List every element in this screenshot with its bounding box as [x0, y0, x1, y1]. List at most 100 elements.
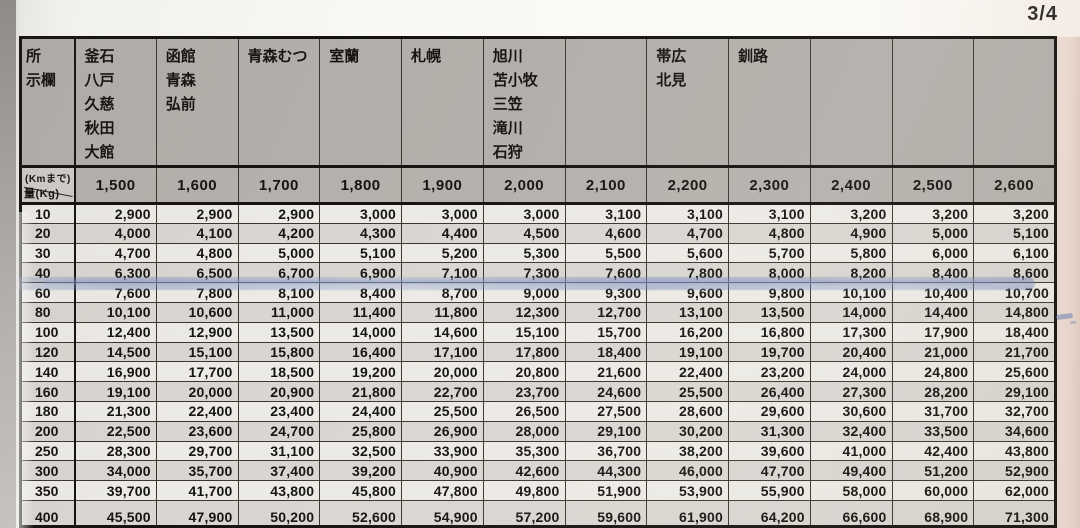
distance-header-cell: 1,500 [74, 166, 157, 205]
rate-cell: 13,500 [728, 301, 811, 323]
rate-cell: 23,600 [155, 420, 239, 442]
rate-cell: 4,700 [74, 242, 157, 264]
rate-cell: 8,600 [973, 262, 1056, 284]
rate-cell: 9,300 [564, 282, 648, 303]
rate-row-100kg: 100 12,400 12,900 13,500 14,000 14,600 15,100 1… [20, 321, 1056, 343]
rate-cell: 19,100 [646, 341, 729, 363]
rate-cell: 30,200 [646, 420, 729, 442]
rate-row-300kg: 300 34,000 35,700 37,400 39,200 40,900 42,600 4… [20, 460, 1056, 482]
rate-cell: 35,300 [482, 440, 566, 462]
rate-cell: 68,900 [891, 499, 975, 527]
rate-row-40kg: 40 6,300 6,500 6,700 6,900 7,100 7,300 7,600 7,8… [20, 262, 1056, 284]
weight-cell: 80 [20, 301, 76, 323]
rate-cell: 14,500 [74, 341, 157, 363]
rate-cell: 31,300 [728, 420, 811, 442]
rate-row-80kg: 80 10,100 10,600 11,000 11,400 11,800 12,300 12… [20, 301, 1056, 323]
rate-cell: 54,900 [401, 499, 484, 527]
rate-cell: 20,000 [401, 361, 484, 383]
rate-cell: 21,000 [891, 341, 975, 363]
rate-cell: 41,000 [809, 440, 893, 462]
rate-cell: 47,800 [401, 480, 484, 501]
rate-cell: 24,600 [564, 381, 648, 402]
rate-cell: 7,600 [74, 282, 157, 303]
city-header-cell: 青森むつ [237, 37, 321, 168]
distance-header-cell: 2,400 [809, 166, 893, 205]
weight-unit-label: 量(Kg) [24, 188, 60, 200]
rate-cell: 5,800 [809, 242, 893, 264]
city-header-cell: 室蘭 [319, 37, 402, 168]
distance-header-cell: 2,100 [564, 166, 648, 205]
rate-cell: 32,400 [809, 420, 893, 442]
rate-cell: 4,300 [319, 222, 402, 244]
rate-cell: 14,000 [319, 321, 402, 343]
rate-cell: 8,400 [319, 282, 402, 303]
rate-cell: 62,000 [973, 480, 1056, 501]
rate-cell: 44,300 [564, 460, 648, 482]
rate-cell: 15,700 [564, 321, 648, 343]
rate-cell: 22,400 [155, 400, 239, 422]
rate-cell: 7,800 [646, 262, 729, 284]
rate-cell: 9,000 [482, 282, 566, 303]
rate-cell: 13,500 [237, 321, 321, 343]
rate-cell: 3,000 [319, 203, 402, 224]
rate-cell: 8,100 [237, 282, 321, 303]
rate-cell: 16,200 [646, 321, 729, 343]
rate-cell: 23,400 [237, 400, 321, 422]
rate-cell: 4,900 [809, 222, 893, 244]
rate-cell: 12,400 [74, 321, 157, 343]
rate-cell: 20,900 [237, 381, 321, 402]
rate-cell: 14,600 [401, 321, 484, 343]
rate-cell: 3,200 [809, 203, 893, 224]
rate-cell: 11,000 [237, 301, 321, 323]
rate-cell: 60,000 [891, 480, 975, 501]
rate-table-body: 10 2,900 2,900 2,900 3,000 3,000 3,000 3,100 3,1… [20, 203, 1056, 527]
rate-cell: 4,500 [482, 222, 566, 244]
rate-cell: 31,700 [891, 400, 975, 422]
rate-cell: 40,900 [401, 460, 484, 482]
rate-row-30kg: 30 4,700 4,800 5,000 5,100 5,200 5,300 5,500 5,6… [20, 242, 1056, 264]
city-header-cell: 札幌 [401, 37, 484, 168]
city-header-cell [973, 37, 1056, 168]
rate-cell: 59,600 [564, 499, 648, 527]
rate-cell: 31,100 [237, 440, 321, 462]
rate-cell: 52,600 [319, 499, 402, 527]
rate-cell: 17,100 [401, 341, 484, 363]
rate-cell: 23,700 [482, 381, 566, 402]
rate-cell: 10,400 [891, 282, 975, 303]
rate-cell: 19,100 [74, 381, 157, 402]
highlighter-smudge-dot [1070, 321, 1076, 324]
rate-cell: 20,400 [809, 341, 893, 363]
rate-cell: 25,500 [401, 400, 484, 422]
rate-cell: 25,800 [319, 420, 402, 442]
rate-cell: 71,300 [973, 499, 1056, 527]
rate-cell: 5,000 [237, 242, 321, 264]
rate-row-60kg: 60 7,600 7,800 8,100 8,400 8,700 9,000 9,300 9,6… [20, 282, 1056, 303]
rate-cell: 3,200 [891, 203, 975, 224]
distance-header-row: (Kmまで) 量(Kg) 1,500 1,600 1,700 1,800 1,900 2,… [20, 166, 1056, 205]
rate-cell: 5,100 [973, 222, 1056, 244]
distance-unit-label: (Kmまで) [25, 174, 71, 185]
rate-cell: 2,900 [155, 203, 239, 224]
weight-cell: 250 [20, 440, 76, 462]
distance-header-cell: 2,600 [973, 166, 1056, 205]
rate-cell: 7,600 [564, 262, 648, 284]
rate-cell: 24,400 [319, 400, 402, 422]
rate-cell: 19,700 [728, 341, 811, 363]
rate-cell: 45,800 [319, 480, 402, 501]
rate-cell: 26,900 [401, 420, 484, 442]
rate-cell: 8,000 [728, 262, 811, 284]
weight-cell: 140 [20, 361, 76, 383]
rate-cell: 12,900 [155, 321, 239, 343]
rate-cell: 12,300 [482, 301, 566, 323]
rate-cell: 8,400 [891, 262, 975, 284]
distance-header-cell: 2,500 [891, 166, 975, 205]
rate-cell: 14,800 [973, 301, 1056, 323]
city-header-row: 所 示欄 釜石 八戸 久慈 秋田 大館 函館 青森 弘前 青森むつ 室蘭 札幌 旭川 苫小… [20, 37, 1056, 168]
rate-cell: 10,100 [809, 282, 893, 303]
rate-cell: 3,200 [973, 203, 1056, 224]
rate-cell: 28,200 [891, 381, 975, 402]
page-number: 3/4 [1027, 3, 1058, 25]
rate-cell: 11,800 [401, 301, 484, 323]
rate-cell: 12,700 [564, 301, 648, 323]
